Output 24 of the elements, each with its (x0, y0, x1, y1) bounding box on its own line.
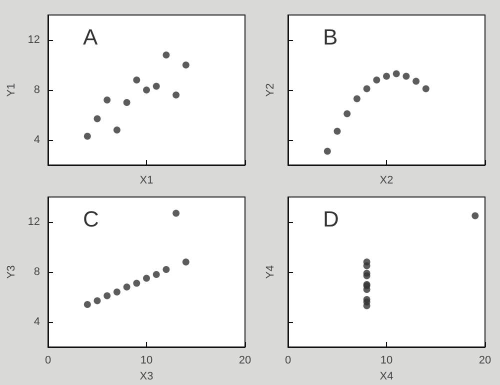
x-tick-label: 20 (238, 354, 252, 366)
chart-title: D (323, 206, 339, 232)
y-axis-title: Y3 (5, 265, 18, 279)
x-tick-label: 10 (380, 354, 393, 366)
x-axis-title: X1 (140, 174, 154, 186)
chart-title: B (323, 24, 338, 50)
y-tick-label: 8 (34, 84, 40, 96)
chart-title: A (83, 24, 98, 50)
y-axis-title: Y1 (5, 83, 18, 97)
x-axis-title: X2 (380, 174, 394, 186)
x-axis-title: X3 (140, 370, 154, 382)
x-tick-label: 20 (478, 354, 492, 366)
y-tick-label: 12 (28, 34, 40, 46)
x-tick-label: 0 (44, 354, 52, 366)
y-axis-title: Y2 (264, 83, 276, 97)
x-axis-title: X4 (380, 370, 394, 382)
y-tick-label: 12 (28, 216, 40, 228)
y-tick-label: 8 (34, 266, 40, 278)
x-tick-label: 10 (140, 354, 153, 366)
y-tick-label: 4 (34, 134, 40, 146)
chart-title: C (83, 206, 99, 232)
y-tick-label: 4 (34, 316, 40, 328)
y-axis-title: Y4 (264, 265, 276, 279)
x-tick-label: 0 (284, 354, 292, 366)
